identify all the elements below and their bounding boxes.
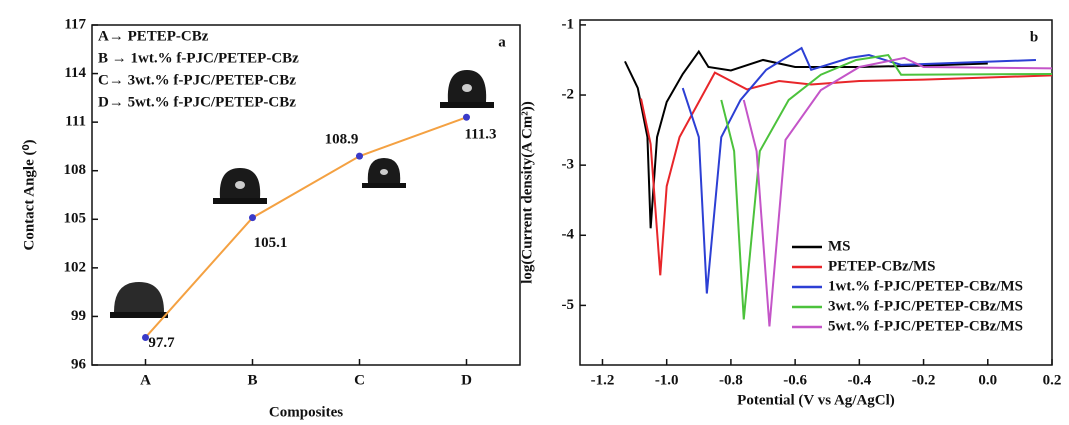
droplet-images [110, 70, 494, 318]
y-tick-label: -5 [562, 297, 575, 313]
annotation: A→ PETEP-CBz [98, 28, 209, 44]
data-line [144, 116, 467, 339]
x-axis-label: Potential (V vs Ag/AgCl) [737, 392, 895, 408]
droplet-d [440, 70, 494, 108]
x-tick-label: A [140, 372, 151, 388]
data-point [463, 113, 470, 121]
data-point [142, 333, 149, 341]
x-tick-label: C [354, 372, 365, 388]
droplet-c [362, 158, 406, 188]
legend-label: 5wt.% f-PJC/PETEP-CBz/MS [828, 318, 1023, 334]
data-line [742, 56, 1053, 327]
x-tick-label: -0.4 [847, 372, 871, 388]
x-tick-label: -0.2 [912, 372, 936, 388]
data-point [249, 214, 256, 222]
plot-frame [91, 24, 521, 366]
x-tick-label: B [247, 372, 257, 388]
y-tick-label: 117 [64, 16, 86, 32]
y-tick-label: 108 [64, 162, 87, 178]
x-axis-label: Composites [269, 404, 343, 420]
y-tick-label: -2 [562, 86, 575, 102]
x-tick-label: -0.6 [783, 372, 807, 388]
y-tick-label: 114 [64, 65, 86, 81]
legend-label: MS [828, 238, 851, 254]
data-label: 105.1 [254, 235, 288, 251]
legend-label: PETEP-CBz/MS [828, 258, 936, 274]
y-axis-label: Contact Angle (⁰) [21, 139, 37, 250]
y-tick-label: -4 [562, 227, 575, 243]
x-tick-label: D [461, 372, 472, 388]
x-tick-label: 0.0 [978, 372, 997, 388]
y-tick-label: 99 [71, 308, 86, 324]
x-tick-label: 0.2 [1043, 372, 1062, 388]
plot-frame [579, 19, 1053, 366]
y-tick-label: 111 [65, 114, 86, 130]
data-label: 111.3 [464, 127, 496, 143]
legend-label: 1wt.% f-PJC/PETEP-CBz/MS [828, 278, 1023, 294]
data-point [356, 152, 363, 160]
y-tick-label: 102 [64, 259, 87, 275]
droplet-a [110, 282, 168, 318]
x-tick-label: -1.0 [655, 372, 679, 388]
y-axis-label: log(Current density(A Cm²)) [519, 101, 535, 284]
y-tick-label: 96 [71, 356, 87, 372]
data-line [640, 71, 1053, 276]
panel-label: b [1030, 29, 1038, 45]
panel-label: a [498, 34, 506, 50]
y-tick-label: -1 [562, 16, 575, 32]
data-label: 97.7 [148, 335, 175, 351]
annotation: B → 1wt.% f-PJC/PETEP-CBz [98, 50, 299, 66]
y-tick-label: 105 [64, 211, 87, 227]
annotation: C→ 3wt.% f-PJC/PETEP-CBz [98, 72, 296, 88]
droplet-b [213, 168, 267, 204]
x-tick-label: -0.8 [719, 372, 743, 388]
legend-label: 3wt.% f-PJC/PETEP-CBz/MS [828, 298, 1023, 314]
data-line [720, 53, 1053, 320]
annotation: D→ 5wt.% f-PJC/PETEP-CBz [98, 94, 296, 110]
x-tick-label: -1.2 [591, 372, 615, 388]
data-label: 108.9 [325, 132, 359, 148]
y-tick-label: -3 [562, 157, 575, 173]
